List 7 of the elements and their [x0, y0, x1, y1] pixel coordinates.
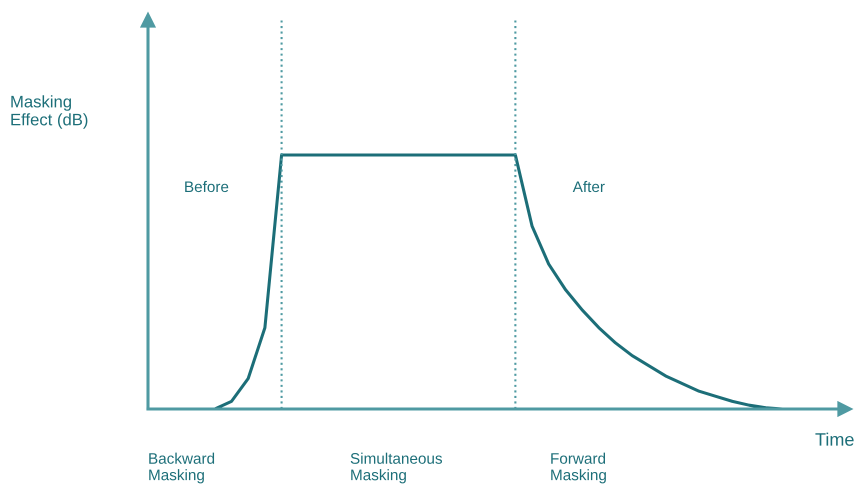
text: Simultaneous Masking: [350, 452, 442, 484]
text: Backward Masking: [149, 452, 214, 484]
y-axis-title: Masking Effect (dB): [11, 95, 88, 129]
annotation: After: [572, 180, 605, 192]
text: Forward Masking: [551, 452, 606, 484]
annotation: Before: [185, 180, 228, 192]
x-axis-title: Time: [815, 432, 854, 446]
